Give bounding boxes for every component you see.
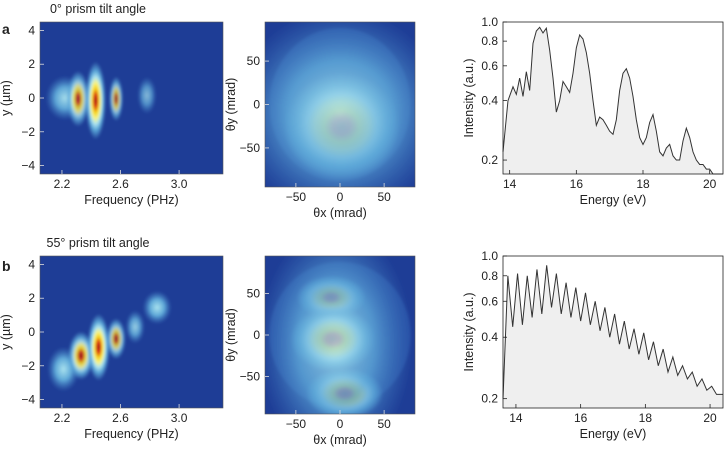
a-left-ytick-label-4: −4	[21, 159, 35, 173]
a-left-image	[45, 61, 157, 140]
b-right-xtick-label-2: 18	[639, 411, 653, 425]
panel-a-middle: −50 0 50 50 0 −50 θx (mrad) θy (mrad)	[224, 21, 416, 220]
b-left-ylabel: y (µm)	[0, 314, 13, 350]
b-left-spot-2	[87, 313, 110, 381]
a-middle-ytick-label-0: 50	[247, 54, 261, 68]
a-middle-ytick-label-1: 0	[253, 98, 260, 112]
b-right-ytick-label-1: 0.8	[481, 269, 498, 283]
b-right-ytick-label-3: 0.4	[481, 330, 498, 344]
a-left-spot-4	[137, 76, 157, 115]
b-middle-xtick-label-2: 50	[377, 417, 391, 431]
a-left-ytick-label-2: 0	[28, 91, 35, 105]
row-a-title: 0° prism tilt angle	[50, 2, 146, 16]
a-left-ytick-label-0: 4	[28, 23, 35, 37]
a-right-xlabel: Energy (eV)	[580, 193, 647, 207]
a-right-ytick-label-0: 1.0	[481, 15, 498, 29]
b-right-xtick-label-3: 20	[703, 411, 717, 425]
b-middle-image	[265, 256, 414, 414]
b-right-ytick-label-4: 0.2	[481, 392, 498, 406]
panel-b-right: 14 16 18 20 1.0 0.8 0.6 0.4 0.2 Energy (eV) Intens…	[462, 249, 724, 441]
a-middle-xtick-label-2: 50	[377, 190, 391, 204]
a-middle-ytick-label-2: −50	[240, 141, 261, 155]
b-middle-ytick-label-2: −50	[240, 370, 261, 384]
b-right-frame	[502, 255, 724, 409]
a-left-xtick-label-1: 2.6	[112, 177, 129, 191]
b-left-spot-3	[106, 318, 126, 360]
b-right-xtick-label-0: 14	[509, 411, 523, 425]
b-left-ytick-label-0: 4	[28, 257, 35, 271]
a-middle-xlabel: θx (mrad)	[313, 206, 366, 220]
a-right-ytick-label-3: 0.4	[481, 94, 498, 108]
a-right-line	[502, 26, 723, 175]
b-middle-xtick-label-0: −50	[286, 417, 307, 431]
b-right-ytick-label-2: 0.6	[481, 294, 498, 308]
a-middle-image	[265, 22, 415, 187]
b-right-line	[502, 265, 723, 399]
a-left-xtick-label-0: 2.2	[54, 177, 71, 191]
b-right-xlabel: Energy (eV)	[580, 427, 647, 441]
b-left-ytick-label-2: 0	[28, 325, 35, 339]
row-b-label: b	[2, 258, 11, 274]
a-middle-xtick-label-0: −50	[286, 190, 307, 204]
a-right-ylabel: Intensity (a.u.)	[462, 58, 476, 137]
b-middle-xlabel: θx (mrad)	[313, 433, 366, 447]
a-left-ylabel: y (µm)	[0, 80, 13, 116]
panel-b-middle: −50 0 50 50 0 −50 θx (mrad) θy (mrad)	[224, 255, 416, 447]
b-middle-xtick-label-1: 0	[337, 417, 344, 431]
b-middle-ytick-label-1: 0	[253, 328, 260, 342]
row-b-title: 55° prism tilt angle	[47, 236, 150, 250]
a-right-xtick-label-2: 18	[636, 177, 650, 191]
b-left-spot-5	[142, 290, 172, 325]
a-right-ytick-label-4: 0.2	[481, 153, 498, 167]
b-left-xtick-label-0: 2.2	[54, 411, 71, 425]
a-left-xtick-label-2: 3.0	[171, 177, 188, 191]
a-right-ytick-label-1: 0.8	[481, 34, 498, 48]
a-right-ytick-label-2: 0.6	[481, 59, 498, 73]
b-right-xtick-label-1: 16	[574, 411, 588, 425]
b-right-ylabel: Intensity (a.u.)	[462, 292, 476, 371]
b-middle-ytick-label-0: 50	[247, 286, 261, 300]
b-left-spot-4	[125, 310, 145, 344]
a-middle-spot-1	[265, 22, 415, 187]
panel-b-left: 2.2 2.6 3.0 4 2 0 −2 −4 Frequency (PHz) y (µm)	[0, 255, 224, 441]
b-right-ytick-label-0: 1.0	[481, 249, 498, 263]
b-left-xlabel: Frequency (PHz)	[84, 427, 178, 441]
b-middle-ylabel: θy (mrad)	[224, 308, 238, 361]
b-left-ytick-label-3: −2	[21, 359, 35, 373]
b-left-ytick-label-1: 2	[28, 291, 35, 305]
a-middle-xtick-label-1: 0	[337, 190, 344, 204]
row-a-label: a	[2, 21, 10, 37]
panel-a-left: 2.2 2.6 3.0 4 2 0 −2 −4 Frequency (PHz) y (µm)	[0, 21, 224, 207]
a-left-spot-3	[109, 76, 124, 122]
a-left-xlabel: Frequency (PHz)	[84, 193, 178, 207]
b-left-ytick-label-4: −4	[21, 393, 35, 407]
b-middle-spot-3	[265, 256, 414, 414]
b-left-xtick-label-2: 3.0	[171, 411, 188, 425]
a-left-ytick-label-3: −2	[21, 125, 35, 139]
a-middle-ylabel: θy (mrad)	[224, 78, 238, 131]
a-left-ytick-label-1: 2	[28, 57, 35, 71]
a-right-frame	[502, 21, 724, 175]
a-right-area	[503, 27, 723, 175]
a-left-spot-2	[85, 61, 106, 140]
a-left-spot-1	[66, 70, 90, 127]
panel-a-right: 14 16 18 20 1.0 0.8 0.6 0.4 0.2 Energy (eV) Intens…	[462, 15, 724, 207]
b-left-xtick-label-1: 2.6	[112, 411, 129, 425]
a-right-xtick-label-0: 14	[503, 177, 517, 191]
a-right-xtick-label-1: 16	[570, 177, 584, 191]
b-left-image	[47, 290, 172, 392]
a-right-xtick-label-3: 20	[703, 177, 717, 191]
